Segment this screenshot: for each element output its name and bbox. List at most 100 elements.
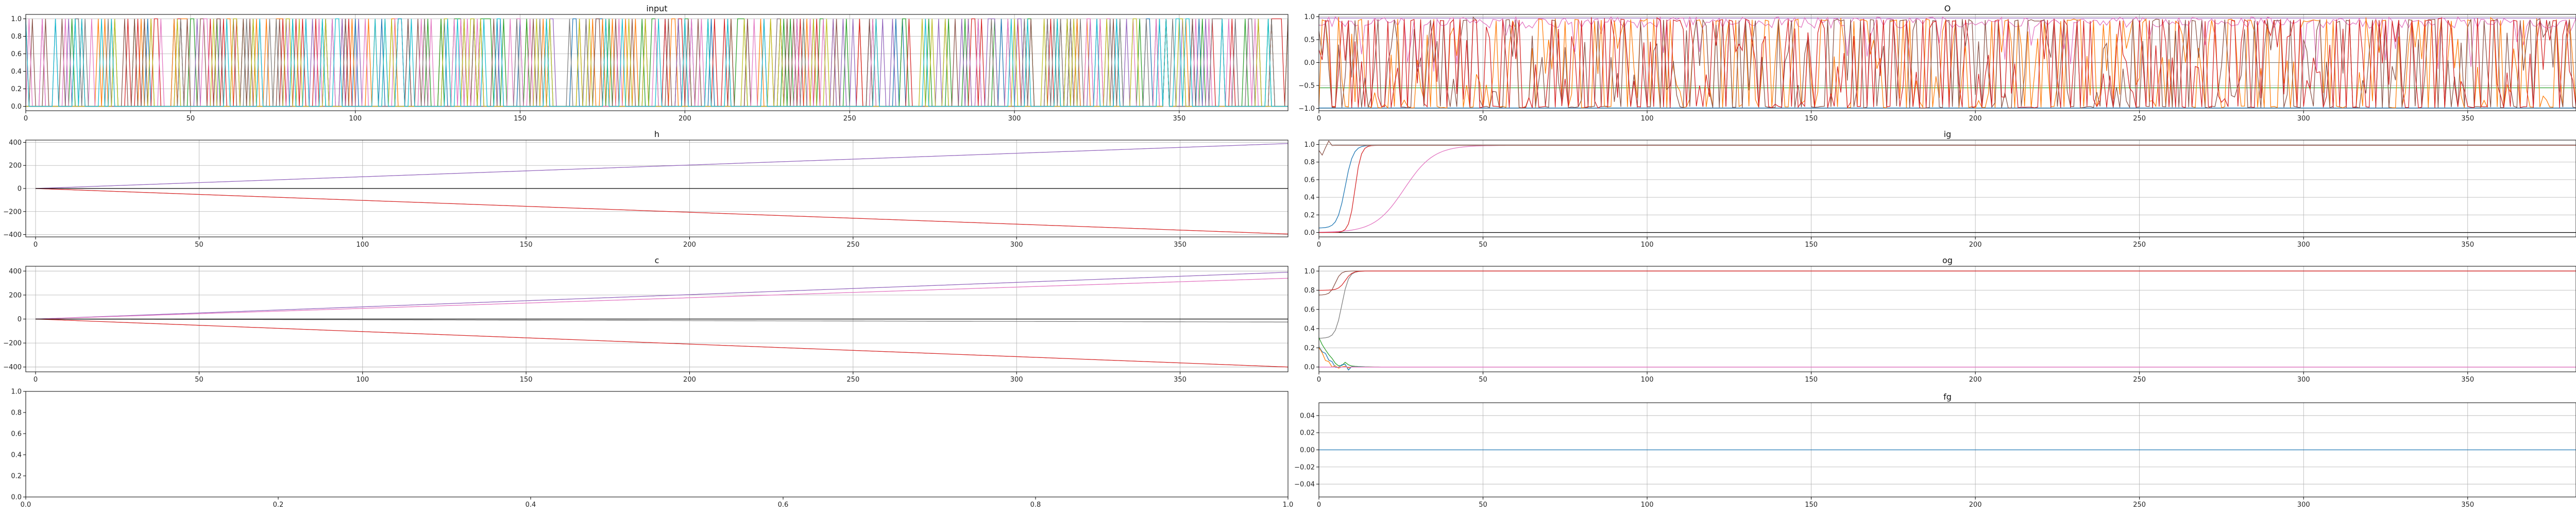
x-tick-label: 50 <box>1479 501 1487 509</box>
x-tick-label: 150 <box>514 115 527 123</box>
x-tick-label: 250 <box>2133 115 2146 123</box>
y-tick-label: −200 <box>3 208 22 216</box>
series-line-1 <box>1319 145 2576 232</box>
y-tick-label: 1.0 <box>11 15 22 23</box>
x-tick-label: 0 <box>24 115 28 123</box>
axes-frame <box>1319 266 2576 372</box>
x-tick-label: 350 <box>2461 376 2474 384</box>
series-line-1 <box>36 188 1288 234</box>
y-tick-label: 200 <box>9 291 22 299</box>
y-tick-label: 0.2 <box>11 85 22 93</box>
x-tick-label: 200 <box>1969 501 1982 509</box>
subplot-h: 0 50 100 150 200 250 300 350 −400 −200 0 200 400 h <box>3 129 1288 249</box>
y-tick-label: 0.4 <box>1304 325 1315 333</box>
x-tick-label: 0 <box>1317 376 1321 384</box>
axes-frame <box>1319 140 2576 237</box>
series-line-4 <box>1319 347 2576 370</box>
y-tick-label: 1.0 <box>11 388 22 396</box>
x-tick-label: 250 <box>2133 501 2146 509</box>
chart-title: fg <box>1943 392 1952 402</box>
x-tick-label: 150 <box>1805 241 1818 249</box>
y-tick-label: 1.0 <box>1304 13 1315 21</box>
x-tick-label: 150 <box>520 376 533 384</box>
x-tick-label: 350 <box>1173 115 1185 123</box>
subplot-o: 0 50 100 150 200 250 300 350 −1.0 −0.5 0.0 0.5 1.0 O <box>1298 4 2576 123</box>
x-tick-label: 100 <box>356 376 369 384</box>
series-line-0 <box>36 144 1288 188</box>
y-tick-label: 0.2 <box>1304 212 1315 219</box>
series-group <box>36 272 1288 367</box>
y-tick-label: −0.04 <box>1294 481 1315 489</box>
x-tick-label: 300 <box>1010 376 1023 384</box>
x-tick-label: 200 <box>1969 376 1982 384</box>
y-tick-label: 0.6 <box>11 431 22 438</box>
x-tick-label: 350 <box>1174 241 1187 249</box>
chart-title: c <box>655 255 659 265</box>
subplot-empty: 0.0 0.2 0.4 0.6 0.8 1.00.00.20.40.60.81.0 <box>11 388 1293 509</box>
x-tick-label: 250 <box>846 241 859 249</box>
y-tick-label: 0.00 <box>1300 447 1315 454</box>
y-tick-label: −0.5 <box>1298 82 1315 90</box>
y-tick-label: −0.02 <box>1294 464 1315 471</box>
y-tick-label: 0.8 <box>1304 159 1315 166</box>
y-tick-label: 0.4 <box>1304 194 1315 202</box>
y-tick-label: −400 <box>3 231 22 239</box>
x-tick-label: 0 <box>1317 501 1321 509</box>
x-tick-label: 50 <box>195 241 204 249</box>
y-tick-label: 0.8 <box>11 409 22 417</box>
chart-title: O <box>1944 4 1951 13</box>
series-line-3 <box>36 319 1288 322</box>
axes-frame <box>26 391 1288 497</box>
series-group <box>26 19 1288 107</box>
y-tick-label: 0.8 <box>11 33 22 41</box>
x-tick-label: 350 <box>1174 376 1187 384</box>
y-tick-label: −400 <box>3 364 22 371</box>
y-tick-label: 0.0 <box>1304 59 1315 67</box>
x-tick-label: 300 <box>1010 241 1023 249</box>
x-tick-label: 300 <box>1008 115 1021 123</box>
x-tick-label: 200 <box>679 115 691 123</box>
x-tick-label: 300 <box>2297 115 2310 123</box>
y-tick-label: 1.0 <box>1304 141 1315 149</box>
y-tick-label: 0.0 <box>1304 229 1315 237</box>
x-tick-label: 150 <box>520 241 533 249</box>
x-tick-label: 200 <box>1969 241 1982 249</box>
x-tick-label: 150 <box>1805 115 1818 123</box>
x-tick-label: 150 <box>1805 376 1818 384</box>
x-tick-label: 0.8 <box>1030 501 1041 509</box>
x-tick-label: 0.0 <box>21 501 31 509</box>
series-line-4 <box>1319 141 2576 155</box>
x-tick-label: 200 <box>1969 115 1982 123</box>
x-tick-label: 250 <box>846 376 859 384</box>
x-tick-label: 250 <box>2133 376 2146 384</box>
x-tick-label: 0.2 <box>273 501 284 509</box>
subplot-ig: 0 50 100 150 200 250 300 350 0.0 0.2 0.4 0.6 0.8 1.0 i… <box>1304 129 2576 249</box>
series-line-2 <box>1319 271 2576 290</box>
y-tick-label: 0.2 <box>1304 345 1315 352</box>
chart-title: h <box>654 129 659 139</box>
chart-title: og <box>1942 255 1953 265</box>
x-tick-label: 350 <box>2461 115 2474 123</box>
series-group <box>1319 17 2576 109</box>
x-tick-label: 300 <box>2297 501 2310 509</box>
x-tick-label: 100 <box>1641 501 1654 509</box>
x-tick-label: 0.6 <box>778 501 789 509</box>
y-tick-label: 0.5 <box>1304 36 1315 44</box>
series-line-3 <box>1319 145 2576 232</box>
series-line-1 <box>36 278 1288 319</box>
y-tick-label: 0.4 <box>11 68 22 76</box>
x-tick-label: 1.0 <box>1283 501 1294 509</box>
x-tick-label: 0 <box>33 241 38 249</box>
y-tick-label: 0.6 <box>1304 306 1315 314</box>
x-tick-label: 350 <box>2461 501 2474 509</box>
y-tick-label: 0 <box>18 185 22 193</box>
subplot-c: 0 50 100 150 200 250 300 350 −400 −200 0 200 400 c <box>3 255 1288 384</box>
x-tick-label: 350 <box>2461 241 2474 249</box>
series-group <box>1319 141 2576 233</box>
chart-title: ig <box>1944 129 1952 139</box>
series-line-5 <box>1319 348 2576 368</box>
y-tick-label: 1.0 <box>1304 268 1315 276</box>
y-tick-label: 0.02 <box>1300 430 1315 437</box>
series-line-2 <box>1319 145 2576 228</box>
